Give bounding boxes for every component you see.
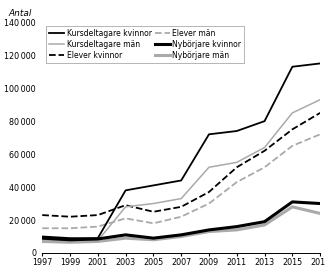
Legend: Kursdeltagare kvinnor, Kursdeltagare män, Elever kvinnor, Elever män, Nybörjare : Kursdeltagare kvinnor, Kursdeltagare män…	[46, 26, 244, 63]
Text: Antal: Antal	[9, 9, 32, 18]
Text: Diagram 3.9 Elever, kursdeltagare och nybörjare i sfi: Diagram 3.9 Elever, kursdeltagare och ny…	[3, 4, 295, 14]
